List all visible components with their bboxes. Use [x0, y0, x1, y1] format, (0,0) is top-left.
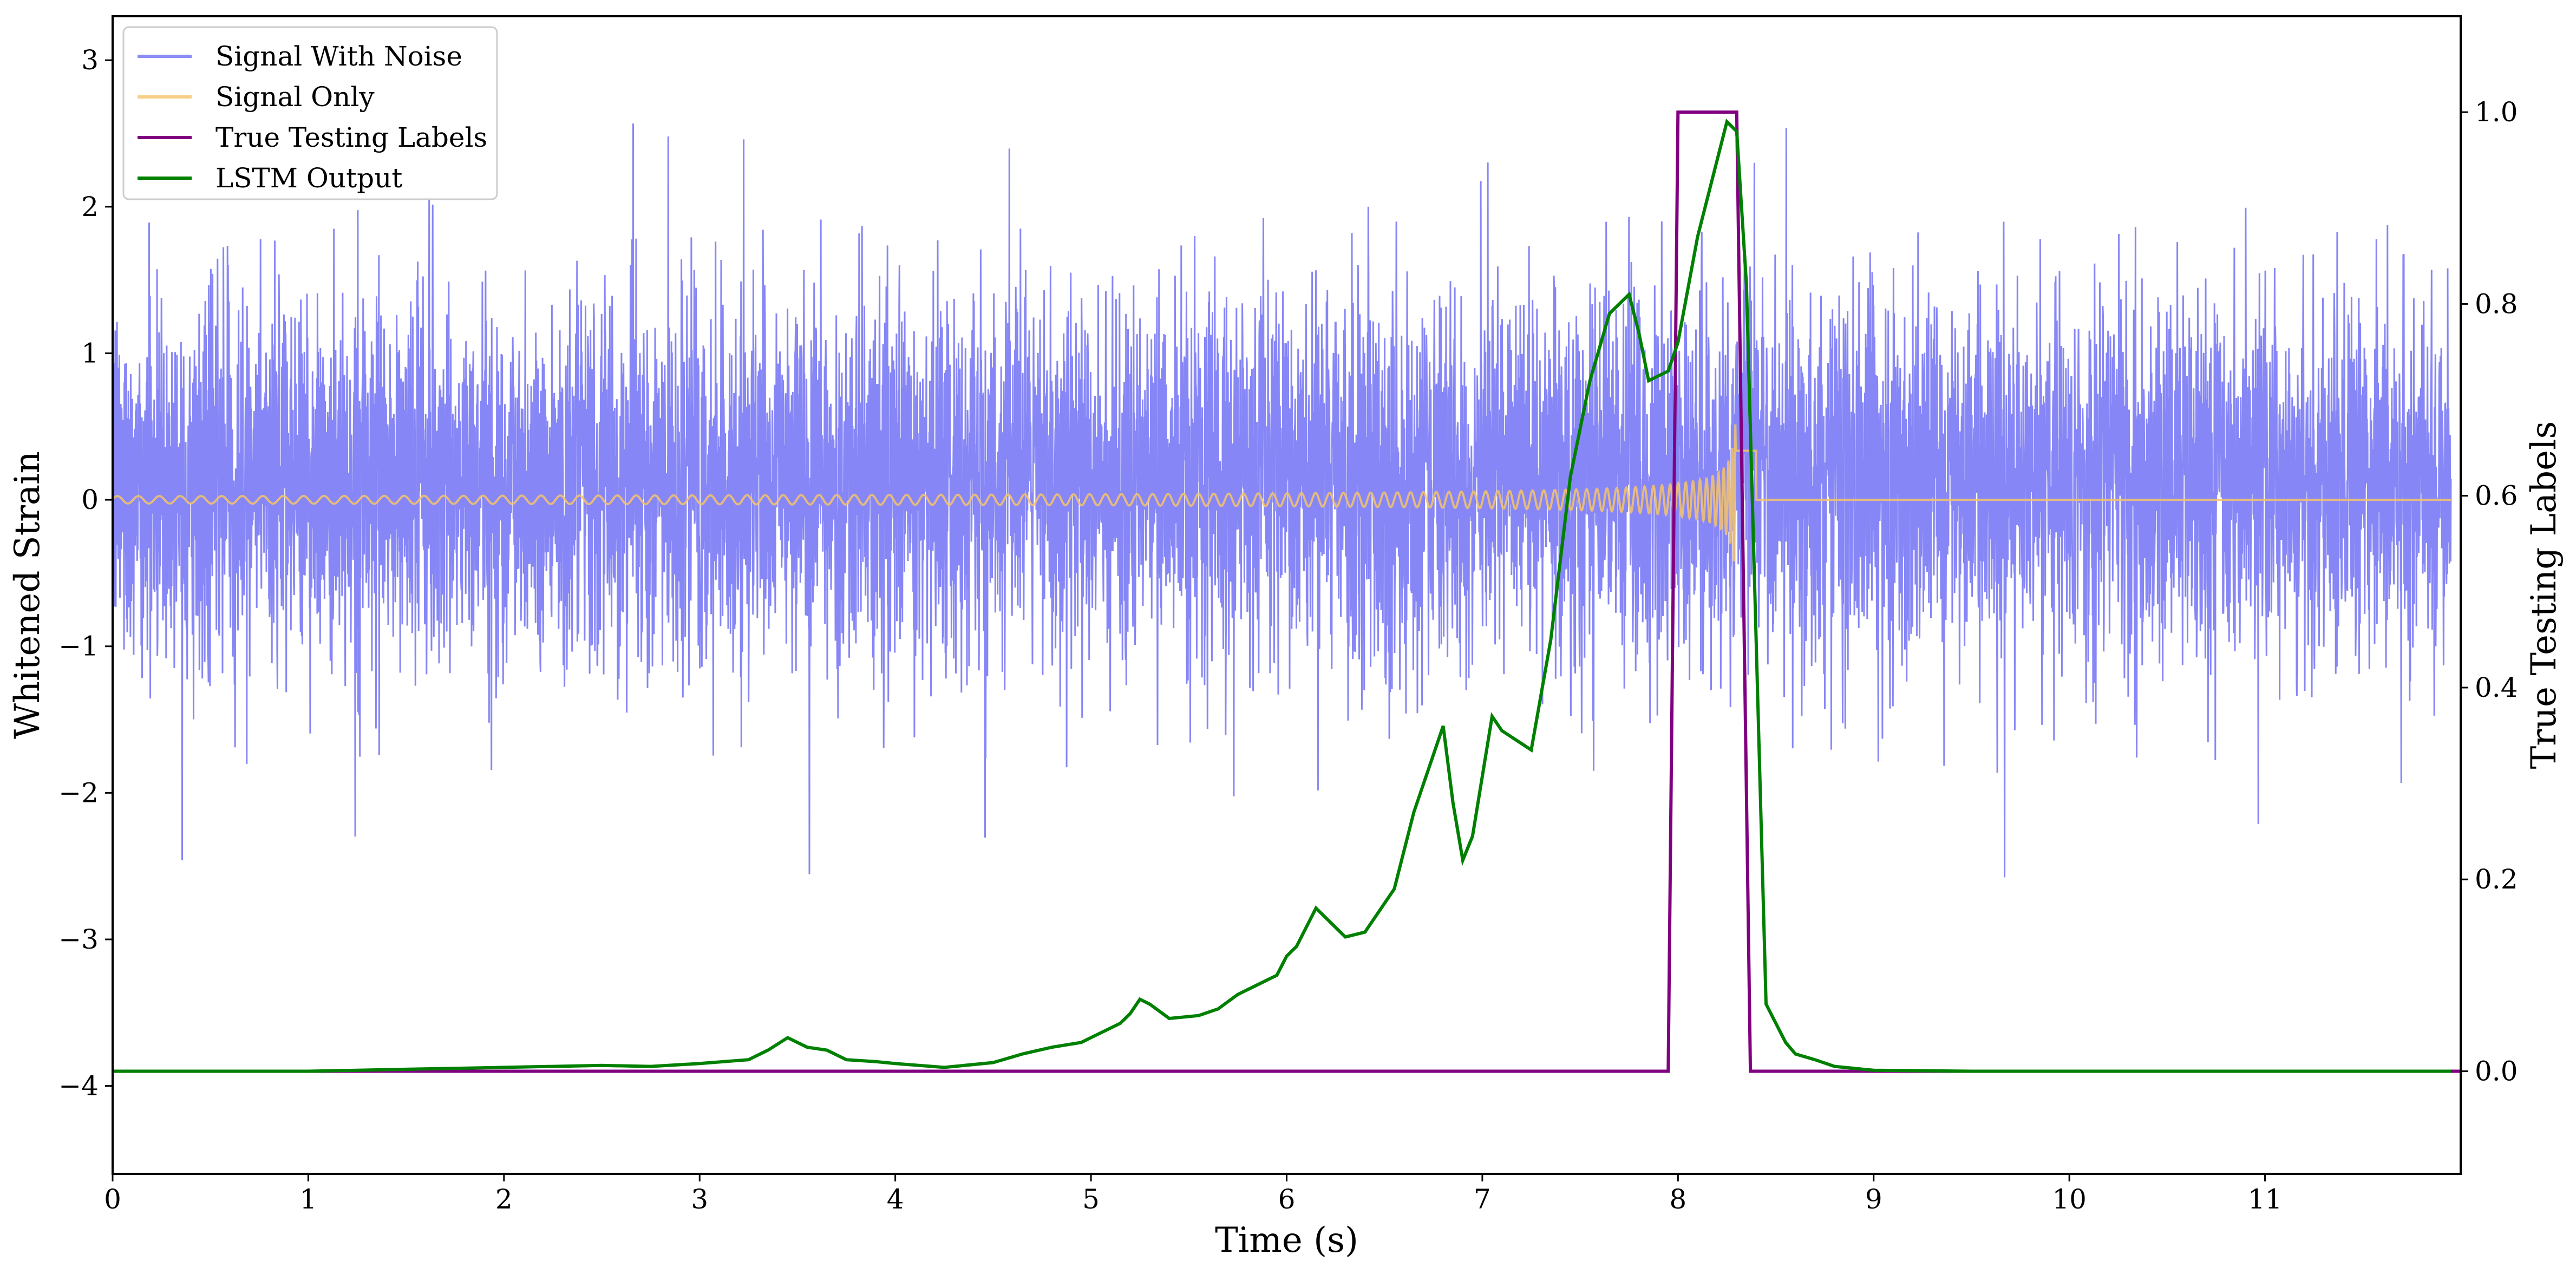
y2-tick-label: 0.6	[2475, 480, 2518, 512]
signal-only-line	[112, 424, 2451, 562]
x-tick-label: 10	[2052, 1184, 2087, 1215]
y2-tick-label: 1.0	[2475, 96, 2518, 128]
x-tick-label: 6	[1278, 1184, 1296, 1215]
lstm-output-series-layer	[113, 119, 2451, 1073]
noise-series-layer	[112, 123, 2452, 878]
legend: Signal With Noise Signal Only True Testing…	[122, 26, 498, 200]
legend-label: Signal With Noise	[215, 41, 462, 72]
x-tick-label: 5	[1082, 1184, 1100, 1215]
x-tick-label: 7	[1474, 1184, 1491, 1215]
x-axis-label: Time (s)	[1215, 1220, 1358, 1260]
axes-ticks: 0 1 2 3 4 5 6 7 8 9 10 11 −4 −3 −2 −1 0 1 2 3 0.0 0.2 0.4 0.6 0.…	[58, 44, 2518, 1215]
x-tick-label: 9	[1865, 1184, 1882, 1215]
lstm-output-line	[113, 119, 2451, 1073]
x-tick-label: 8	[1669, 1184, 1686, 1215]
true-labels-series-layer	[113, 110, 2461, 1073]
x-tick-label: 11	[2248, 1184, 2283, 1215]
y2-tick-label: 0.8	[2475, 288, 2518, 319]
legend-box	[122, 26, 498, 200]
y-tick-label: 1	[81, 337, 99, 369]
legend-label: LSTM Output	[215, 162, 402, 194]
y2-tick-label: 0.0	[2475, 1055, 2518, 1087]
y-tick-label: −1	[58, 631, 99, 662]
legend-label: Signal Only	[215, 81, 375, 113]
y2-tick-label: 0.4	[2475, 672, 2518, 703]
x-tick-label: 0	[104, 1184, 121, 1215]
signal-only-series-layer	[112, 424, 2451, 562]
y-axis-label: Whitened Strain	[8, 451, 48, 739]
x-tick-label: 1	[300, 1184, 317, 1215]
true-testing-labels-line	[113, 110, 2461, 1073]
y-tick-label: −4	[58, 1070, 99, 1102]
y-tick-label: −3	[58, 924, 99, 955]
legend-label: True Testing Labels	[215, 122, 487, 153]
y2-tick-label: 0.2	[2475, 864, 2518, 895]
x-tick-label: 3	[691, 1184, 708, 1215]
y-tick-label: −2	[58, 777, 99, 808]
y-tick-label: 0	[81, 484, 99, 515]
y-tick-label: 2	[81, 191, 99, 223]
x-tick-label: 2	[495, 1184, 513, 1215]
x-tick-label: 4	[887, 1184, 904, 1215]
y-tick-label: 3	[81, 44, 99, 76]
y2-axis-label: True Testing Labels	[2524, 421, 2564, 769]
signal-with-noise-line	[112, 123, 2452, 878]
